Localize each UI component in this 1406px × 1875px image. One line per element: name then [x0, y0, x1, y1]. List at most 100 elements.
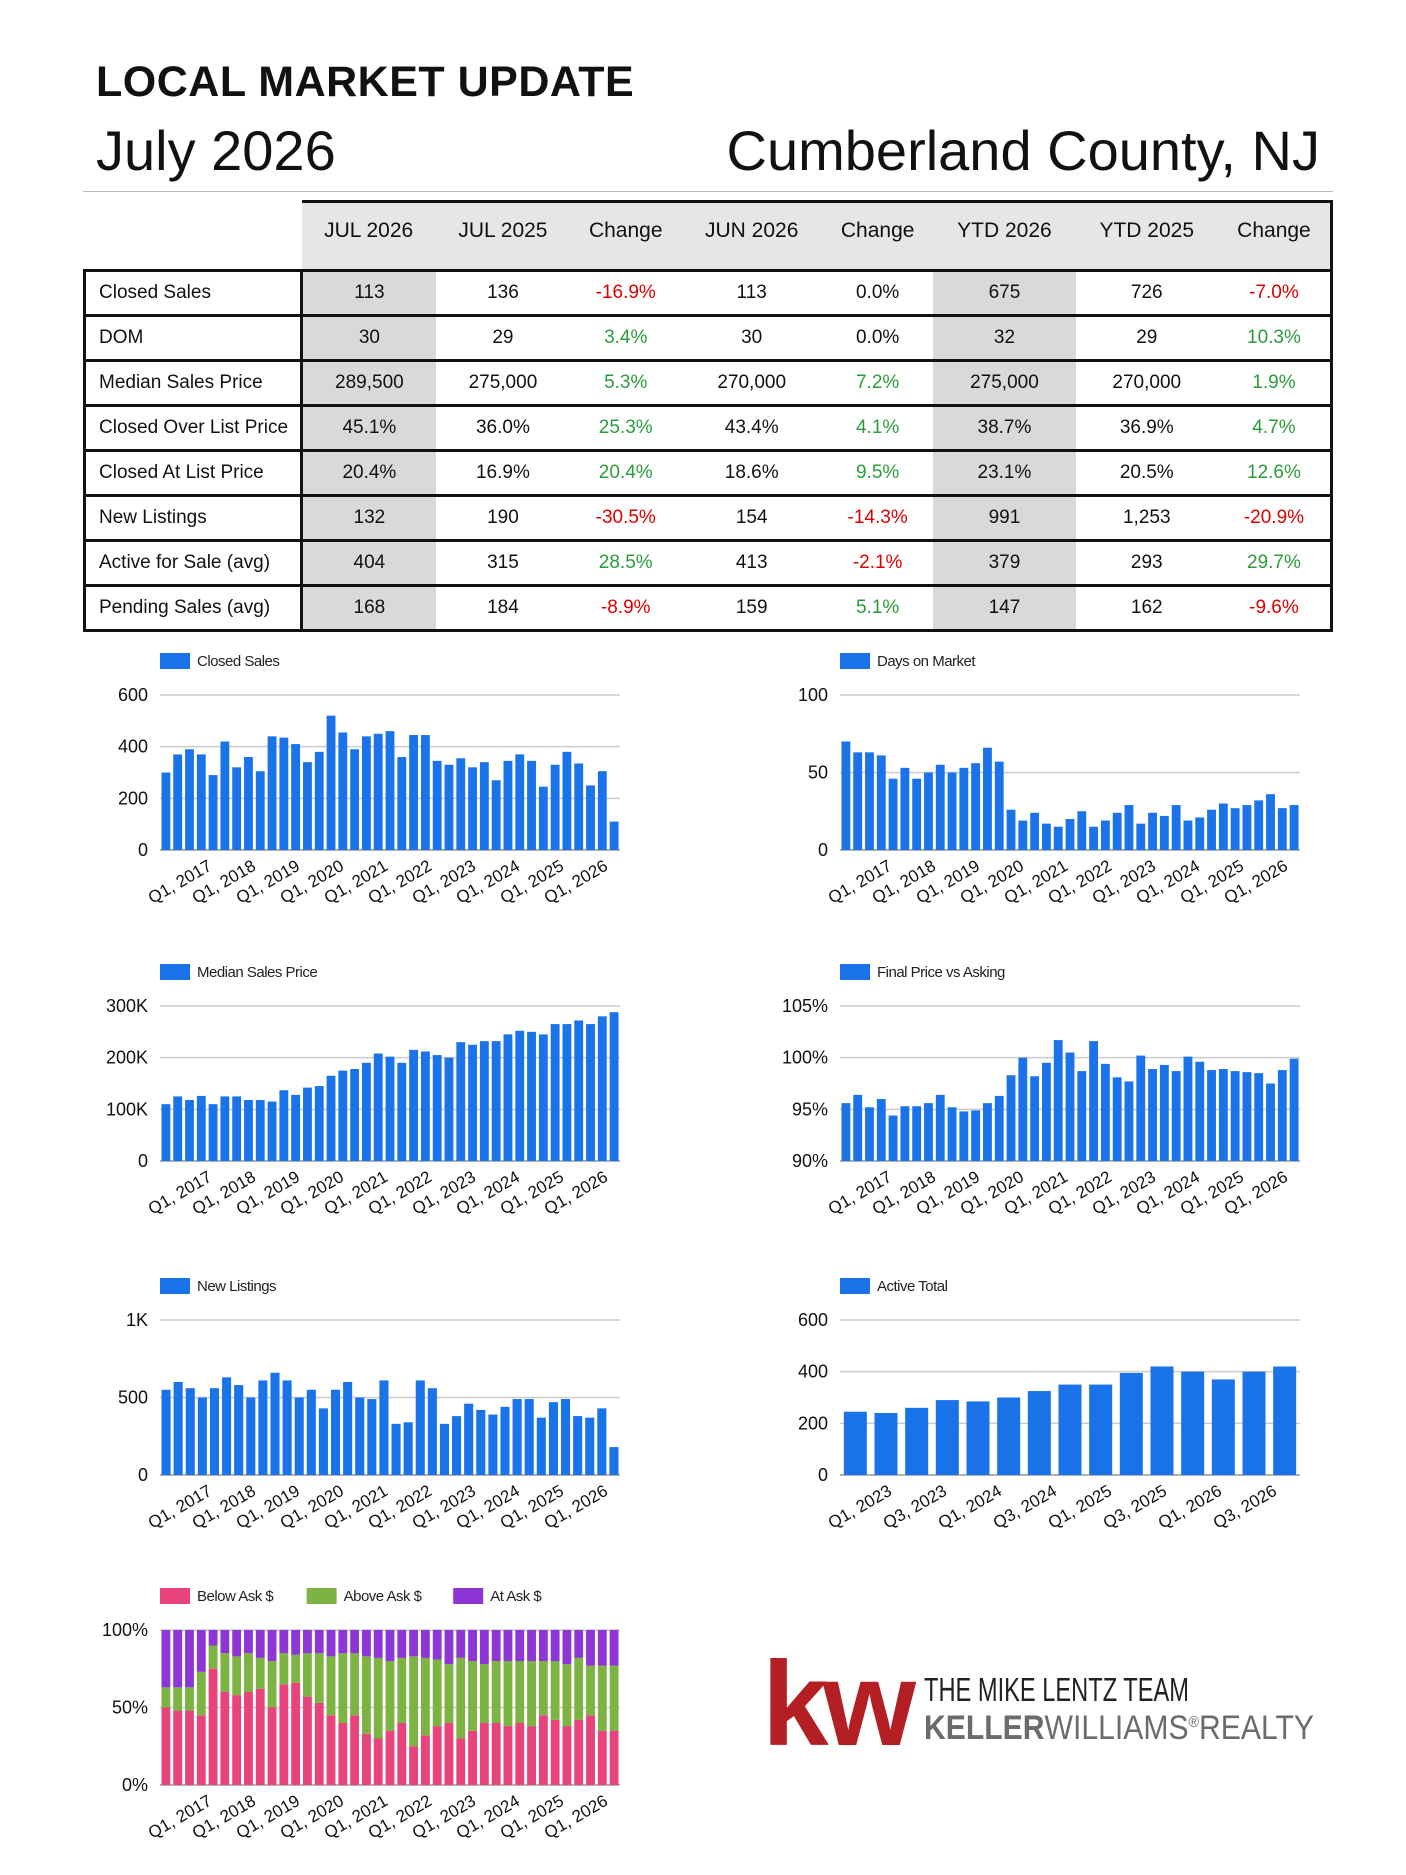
bar: [338, 732, 348, 850]
bar-below-ask: [208, 1668, 218, 1785]
bar-above-ask: [208, 1645, 218, 1669]
y-tick-label: 200K: [106, 1048, 148, 1068]
price-vs-ask-share-chart: Below Ask $ Above Ask $ At Ask $0%50%100%Q…: [102, 1588, 620, 1843]
bar: [1100, 820, 1110, 850]
y-tick-label: 50: [808, 763, 828, 783]
bar-below-ask: [550, 1719, 560, 1785]
bar: [586, 785, 595, 850]
bar: [876, 1099, 886, 1161]
bar-at-ask: [267, 1630, 277, 1661]
row-label: Closed At List Price: [83, 450, 303, 497]
bar-below-ask: [255, 1688, 265, 1785]
bar: [185, 1388, 195, 1475]
bar: [512, 1399, 522, 1475]
bar: [1266, 794, 1275, 850]
bar-at-ask: [326, 1630, 336, 1657]
bar: [500, 1406, 510, 1475]
column-header: YTD 2026: [933, 200, 1076, 259]
bar: [560, 1399, 571, 1475]
bar: [270, 1372, 280, 1475]
bar: [586, 1024, 595, 1161]
bar: [427, 1388, 437, 1475]
bar: [527, 1031, 536, 1161]
bar-below-ask: [161, 1707, 171, 1785]
bar: [161, 1104, 171, 1161]
table-cell: 184: [435, 585, 571, 632]
y-tick-label: 0: [818, 840, 828, 860]
table-cell: 30: [681, 315, 822, 362]
bar: [1112, 812, 1122, 850]
bar-at-ask: [244, 1630, 253, 1654]
bar: [994, 761, 1004, 850]
bar: [853, 1094, 863, 1161]
bar-below-ask: [432, 1726, 442, 1785]
bar: [1273, 1366, 1297, 1475]
bar: [439, 1423, 450, 1475]
table-cell: 1,253: [1075, 495, 1218, 542]
bar-below-ask: [444, 1723, 454, 1785]
bar: [255, 1100, 265, 1161]
table-cell: 726: [1075, 269, 1218, 317]
bar: [161, 772, 171, 850]
table-row: Active for Sale (avg) 404 315 28.5% 413 -2.1%…: [83, 540, 1333, 587]
y-tick-label: 0: [138, 1465, 148, 1485]
bar-above-ask: [597, 1665, 607, 1731]
y-tick-label: 0: [138, 1151, 148, 1171]
bar: [318, 1408, 328, 1475]
bar: [515, 754, 525, 850]
bar: [464, 1403, 474, 1475]
bar: [220, 1096, 230, 1161]
table-cell: 413: [681, 540, 822, 587]
bar: [1027, 1391, 1051, 1475]
bar-above-ask: [562, 1664, 572, 1727]
bar-above-ask: [196, 1671, 206, 1716]
bar: [959, 1111, 969, 1161]
bar: [338, 1070, 348, 1161]
bar: [244, 757, 253, 850]
bar-at-ask: [196, 1630, 206, 1672]
bar: [330, 1389, 341, 1475]
bar: [1289, 805, 1299, 850]
bar: [279, 737, 289, 850]
bar: [258, 1380, 268, 1475]
bar-below-ask: [409, 1746, 419, 1785]
bar-above-ask: [255, 1657, 265, 1689]
table-cell: 20.4%: [301, 450, 436, 497]
bar: [488, 1414, 498, 1475]
bar: [1112, 1077, 1122, 1161]
column-header: Change: [1217, 200, 1333, 259]
table-cell: 30: [301, 315, 436, 362]
bar-above-ask: [232, 1656, 242, 1696]
y-tick-label: 0%: [122, 1775, 148, 1795]
bar: [597, 1016, 607, 1161]
kw-logo-mark: kw: [762, 1643, 917, 1763]
bar-below-ask: [350, 1715, 360, 1785]
table-cell: 168: [301, 585, 436, 632]
y-tick-label: 100: [798, 685, 828, 705]
bar: [947, 772, 957, 850]
table-cell: 3.4%: [570, 315, 682, 362]
bar: [527, 760, 536, 850]
row-label: New Listings: [83, 495, 303, 542]
bar-above-ask: [609, 1665, 619, 1731]
bar: [373, 1053, 383, 1161]
bar-above-ask: [503, 1661, 513, 1727]
bar: [971, 763, 981, 850]
bar: [1136, 1055, 1146, 1161]
bar: [562, 1024, 572, 1161]
y-tick-label: 0: [138, 840, 148, 860]
bar: [1242, 805, 1252, 850]
bar-above-ask: [267, 1661, 277, 1708]
report-county: Cumberland County, NJ: [726, 119, 1320, 182]
bar-at-ask: [538, 1630, 548, 1661]
bar-below-ask: [173, 1710, 183, 1785]
table-cell: 18.6%: [681, 450, 822, 497]
bar: [409, 1049, 419, 1161]
table-corner: [84, 201, 302, 259]
y-tick-label: 50%: [112, 1698, 148, 1718]
y-tick-label: 105%: [782, 996, 828, 1016]
bar-below-ask: [291, 1682, 301, 1785]
table-row: Closed Sales 113 136 -16.9% 113 0.0% 675 726 -7.…: [83, 269, 1333, 317]
bar: [385, 1056, 395, 1161]
